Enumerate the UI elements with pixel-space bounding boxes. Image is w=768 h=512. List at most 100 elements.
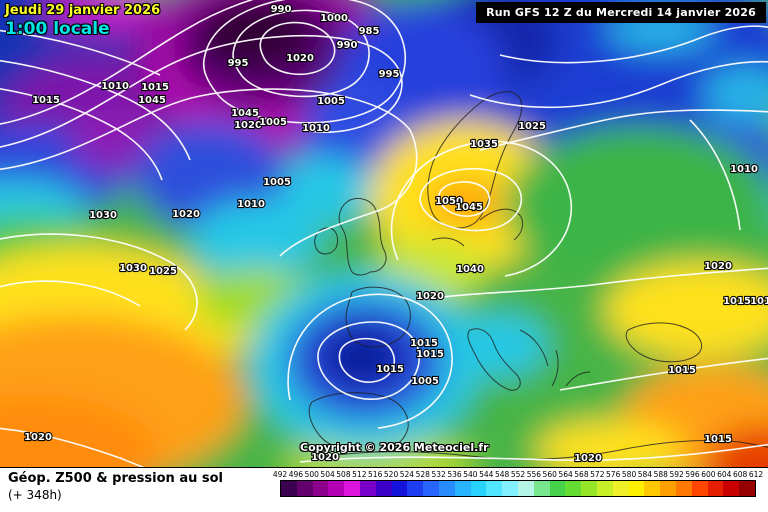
scale-cell xyxy=(407,481,424,496)
scale-cell xyxy=(328,481,345,496)
pressure-label: 995 xyxy=(379,69,400,80)
scale-value: 496 xyxy=(288,470,304,479)
pressure-label: 1010 xyxy=(302,123,330,134)
pressure-label: 985 xyxy=(359,26,380,37)
scale-cell xyxy=(612,481,629,496)
pressure-label: 1020 xyxy=(286,53,314,64)
time-label: 1:00 locale xyxy=(5,19,110,40)
chart-title: Géop. Z500 & pression au sol xyxy=(8,471,223,486)
copyright-label: Copyright © 2026 Meteociel.fr xyxy=(300,441,489,454)
pressure-label: 1015 xyxy=(410,338,438,349)
pressure-label: 1015 xyxy=(704,434,732,445)
pressure-label: 1035 xyxy=(470,139,498,150)
scale-value: 556 xyxy=(526,470,542,479)
scale-cell xyxy=(281,481,297,496)
scale-cell xyxy=(565,481,582,496)
scale-value: 584 xyxy=(637,470,653,479)
scale-value: 552 xyxy=(510,470,526,479)
color-scale: 492 496 500 504 508 512 516 520 524 528 532 536 540 5… xyxy=(272,468,768,512)
scale-value: 528 xyxy=(415,470,430,479)
pressure-label: 1045 xyxy=(138,95,166,106)
pressure-label: 1020 xyxy=(24,432,52,443)
scale-cell xyxy=(517,481,534,496)
scale-cell xyxy=(296,481,313,496)
scale-value: 500 xyxy=(304,470,319,479)
scale-value: 568 xyxy=(574,470,589,479)
scale-value: 524 xyxy=(399,470,415,479)
pressure-label: 1015 xyxy=(416,349,444,360)
pressure-label: 1010 xyxy=(101,81,129,92)
scale-cell xyxy=(502,481,518,496)
chart-title-box: Géop. Z500 & pression au sol (+ 348h) xyxy=(0,468,272,512)
forecast-hour: (+ 348h) xyxy=(8,488,62,502)
scale-cell xyxy=(660,481,676,496)
pressure-label: 1020 xyxy=(704,261,732,272)
scale-cell xyxy=(454,481,471,496)
scale-cell xyxy=(375,481,392,496)
pressure-label: 1045 xyxy=(231,108,259,119)
pressure-label: 1030 xyxy=(89,210,117,221)
scale-values-row: 492 496 500 504 508 512 516 520 524 528 532 536 540 5… xyxy=(273,470,763,479)
pressure-label: 1010 xyxy=(237,199,265,210)
pressure-label: 1000 xyxy=(320,13,348,24)
pressure-label: 1015 xyxy=(376,364,404,375)
scale-cell xyxy=(628,481,645,496)
scale-value: 504 xyxy=(320,470,335,479)
pressure-label: 995 xyxy=(228,58,249,69)
scale-cell xyxy=(644,481,661,496)
pressure-label: 1015 xyxy=(32,95,60,106)
scale-value: 572 xyxy=(590,470,605,479)
pressure-label: 1020 xyxy=(172,209,200,220)
pressure-label: 1015 xyxy=(668,365,696,376)
scale-cell xyxy=(533,481,550,496)
coastline-layer xyxy=(308,91,768,460)
scale-cell xyxy=(549,481,566,496)
scale-cell xyxy=(423,481,439,496)
pressure-label: 1040 xyxy=(456,264,484,275)
scale-cell xyxy=(596,481,613,496)
scale-value: 544 xyxy=(479,470,494,479)
scale-cell xyxy=(707,481,724,496)
pressure-label: 1025 xyxy=(518,121,546,132)
scale-value: 592 xyxy=(669,470,684,479)
scale-value: 536 xyxy=(447,470,462,479)
pressure-label: 1010 xyxy=(750,296,768,307)
pressure-label: 1010 xyxy=(730,164,758,175)
legend-bar: Géop. Z500 & pression au sol (+ 348h) 49… xyxy=(0,467,768,512)
scale-value: 520 xyxy=(383,470,399,479)
scale-cell xyxy=(438,481,455,496)
datetime-overlay: Jeudi 29 janvier 2026 1:00 locale xyxy=(5,3,160,41)
scale-color-bar xyxy=(280,480,756,497)
scale-value: 516 xyxy=(368,470,383,479)
pressure-label: 990 xyxy=(337,40,358,51)
scale-value: 508 xyxy=(336,470,351,479)
pressure-label: 1020 xyxy=(234,120,262,131)
pressure-label: 1005 xyxy=(263,177,291,188)
pressure-label: 1015 xyxy=(723,296,751,307)
scale-value: 512 xyxy=(352,470,367,479)
pressure-label: 1020 xyxy=(574,453,602,464)
scale-cell xyxy=(470,481,487,496)
scale-value: 604 xyxy=(717,470,732,479)
pressure-label: 1025 xyxy=(149,266,177,277)
pressure-label: 1005 xyxy=(259,117,287,128)
scale-cell xyxy=(486,481,503,496)
scale-value: 580 xyxy=(621,470,637,479)
pressure-label: 1050 xyxy=(435,196,463,207)
scale-value: 492 xyxy=(272,470,288,479)
scale-cell xyxy=(581,481,597,496)
scale-cell xyxy=(723,481,740,496)
scale-value: 564 xyxy=(558,470,573,479)
date-label: Jeudi 29 janvier 2026 xyxy=(5,3,161,18)
scale-value: 600 xyxy=(701,470,716,479)
scale-cell xyxy=(739,481,755,496)
scale-cell xyxy=(312,481,329,496)
pressure-label: 1005 xyxy=(317,96,345,107)
isobar-layer xyxy=(0,0,768,468)
scale-cell xyxy=(359,481,376,496)
run-info-box: Run GFS 12 Z du Mercredi 14 janvier 2026 xyxy=(476,2,766,23)
scale-cell xyxy=(344,481,360,496)
